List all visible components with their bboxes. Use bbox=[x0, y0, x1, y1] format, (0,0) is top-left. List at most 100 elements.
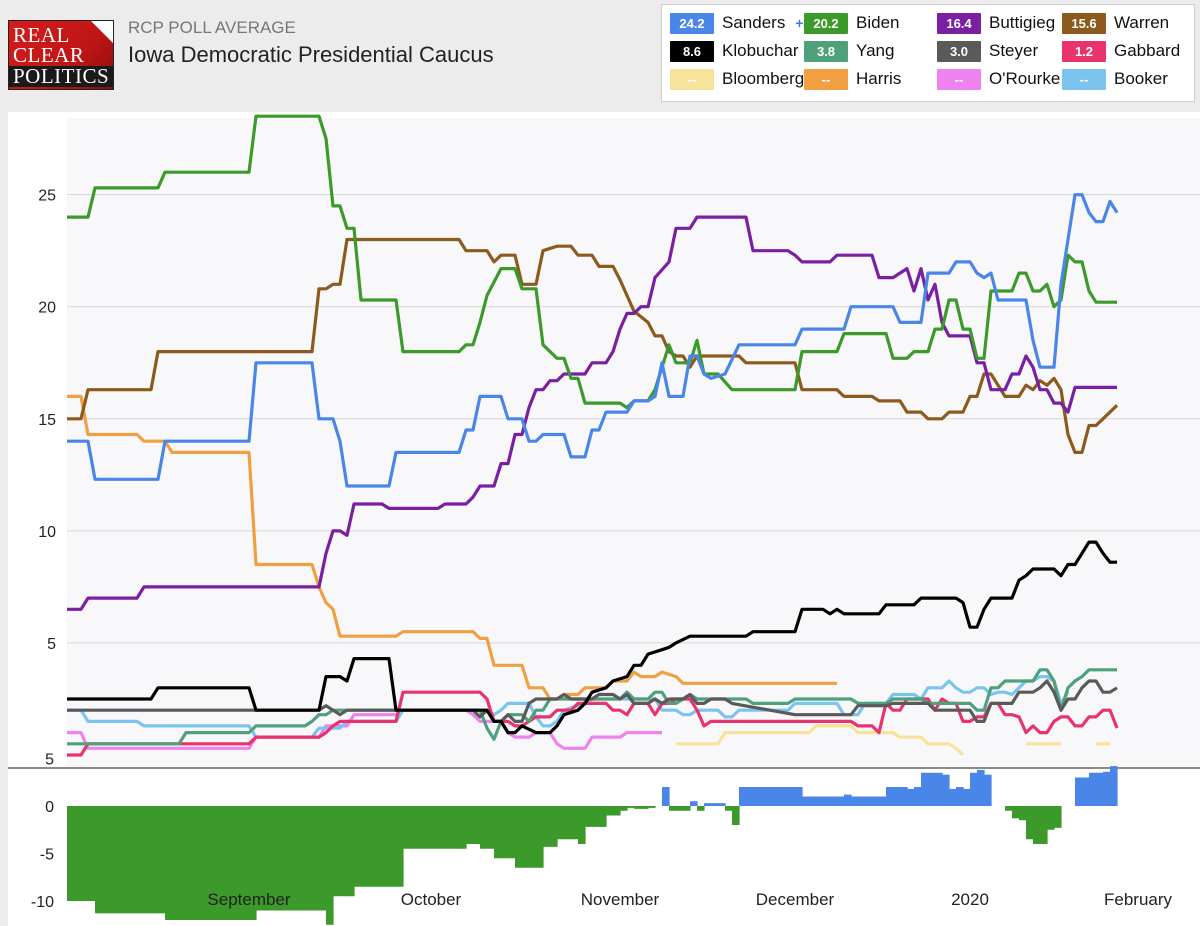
spread-bar bbox=[739, 787, 796, 806]
spread-tick-label: 0 bbox=[45, 799, 54, 816]
y-tick-label: 10 bbox=[38, 524, 56, 541]
spread-bar bbox=[1033, 806, 1041, 844]
series-line-bloomberg bbox=[676, 724, 965, 757]
legend-item-orourke[interactable]: -- O'Rourke bbox=[937, 68, 1060, 90]
plot-background bbox=[67, 118, 1200, 766]
series-line-buttigieg bbox=[67, 215, 1117, 611]
legend-item-booker[interactable]: -- Booker bbox=[1062, 68, 1168, 90]
logo-line-clear: CLEAR bbox=[13, 43, 85, 67]
spread-bar bbox=[473, 806, 481, 844]
legend-item-steyer[interactable]: 3.0 Steyer bbox=[937, 40, 1038, 62]
spread-bar bbox=[1047, 806, 1055, 830]
legend-item-klobuchar[interactable]: 8.6 Klobuchar bbox=[670, 40, 799, 62]
spread-bar bbox=[480, 806, 495, 849]
series-line-steyer bbox=[67, 679, 1118, 723]
legend-value: 3.0 bbox=[937, 40, 981, 62]
series-line-biden bbox=[67, 114, 1117, 410]
spread-bar bbox=[704, 803, 719, 806]
spread-bar bbox=[508, 806, 516, 859]
legend-label: Booker bbox=[1114, 69, 1168, 88]
spread-bar bbox=[732, 806, 740, 825]
spread-bar bbox=[354, 806, 397, 887]
spread-bar bbox=[795, 787, 803, 806]
spread-bar bbox=[648, 806, 656, 808]
legend-label: Sanders bbox=[722, 13, 786, 32]
logo-line-real: REAL bbox=[13, 23, 70, 47]
spread-bar bbox=[466, 806, 474, 844]
legend-label: Biden bbox=[856, 13, 900, 32]
series-line-warren bbox=[67, 237, 1119, 454]
y-tick-label: 5 bbox=[47, 636, 56, 653]
spread-bar bbox=[627, 806, 635, 808]
series-line-harris bbox=[67, 394, 837, 701]
spread-bar bbox=[326, 806, 334, 925]
legend-item-biden[interactable]: 20.2 Biden bbox=[804, 12, 899, 34]
legend-item-buttigieg[interactable]: 16.4 Buttigieg bbox=[937, 12, 1055, 34]
legend-item-gabbard[interactable]: 1.2 Gabbard bbox=[1062, 40, 1180, 62]
spread-bar bbox=[907, 788, 915, 806]
series-line-orourke bbox=[67, 708, 662, 750]
spread-bar bbox=[256, 806, 320, 911]
legend-label: Bloomberg bbox=[722, 69, 805, 88]
spread-bar bbox=[851, 796, 880, 806]
spread-bar bbox=[725, 806, 733, 811]
y-tick-label: 20 bbox=[38, 300, 56, 317]
legend-value: 15.6 bbox=[1062, 12, 1106, 34]
spread-bar bbox=[319, 806, 327, 911]
legend-label: Warren bbox=[1114, 13, 1170, 32]
spread-bar bbox=[459, 806, 467, 849]
legend-value: 20.2 bbox=[804, 12, 848, 34]
spread-bar bbox=[886, 787, 901, 806]
spread-tick-label: 5 bbox=[45, 752, 54, 769]
spread-bar bbox=[1054, 806, 1062, 828]
spread-bar bbox=[347, 806, 355, 897]
legend-label: Yang bbox=[856, 41, 895, 60]
spread-bar bbox=[606, 806, 621, 816]
spread-bar bbox=[921, 772, 936, 806]
spread-bar bbox=[802, 796, 838, 806]
rcp-logo[interactable]: REAL CLEAR POLITICS bbox=[8, 20, 114, 90]
spread-bar bbox=[403, 806, 460, 849]
x-tick-label: November bbox=[581, 890, 660, 909]
logo-line-politics: POLITICS bbox=[9, 66, 113, 87]
series-line-sanders bbox=[67, 193, 1119, 488]
spread-bar bbox=[984, 774, 992, 806]
spread-bar bbox=[935, 772, 943, 806]
spread-bar bbox=[620, 806, 628, 811]
spread-bar bbox=[1040, 806, 1048, 844]
legend-value: 16.4 bbox=[937, 12, 981, 34]
spread-bar bbox=[1075, 777, 1083, 806]
legend-label: Steyer bbox=[989, 41, 1039, 60]
spread-bar bbox=[67, 806, 89, 901]
spread-bar bbox=[1089, 772, 1097, 806]
spread-bar bbox=[977, 769, 985, 806]
series-line-klobuchar bbox=[67, 540, 1117, 735]
legend-item-warren[interactable]: 15.6 Warren bbox=[1062, 12, 1169, 34]
legend: 24.2 Sanders +4.0 20.2 Biden 16.4 Buttig… bbox=[661, 4, 1195, 102]
spread-bar bbox=[1005, 806, 1013, 811]
spread-bar bbox=[1026, 806, 1034, 840]
y-tick-label: 25 bbox=[38, 188, 56, 205]
x-tick-label: September bbox=[207, 890, 290, 909]
spread-bar bbox=[333, 806, 348, 897]
spread-tick-label: -5 bbox=[40, 847, 54, 864]
legend-value: 1.2 bbox=[1062, 40, 1106, 62]
legend-label: Gabbard bbox=[1114, 41, 1181, 60]
spread-bar bbox=[564, 806, 572, 840]
spread-bar bbox=[1082, 777, 1090, 806]
legend-item-harris[interactable]: -- Harris bbox=[804, 68, 901, 90]
spread-bar bbox=[956, 787, 964, 806]
spread-bar bbox=[669, 806, 684, 811]
spread-bar bbox=[690, 801, 698, 806]
spread-bar bbox=[1019, 806, 1027, 821]
spread-bar bbox=[585, 806, 600, 827]
legend-item-yang[interactable]: 3.8 Yang bbox=[804, 40, 894, 62]
logo-page-fold bbox=[91, 21, 113, 43]
spread-bar bbox=[949, 788, 957, 806]
legend-item-bloomberg[interactable]: -- Bloomberg bbox=[670, 68, 804, 90]
spread-bar bbox=[522, 806, 544, 868]
spread-bar bbox=[1110, 766, 1118, 806]
spread-bar bbox=[95, 806, 159, 914]
legend-label: Harris bbox=[856, 69, 902, 88]
spread-bar bbox=[515, 806, 523, 868]
